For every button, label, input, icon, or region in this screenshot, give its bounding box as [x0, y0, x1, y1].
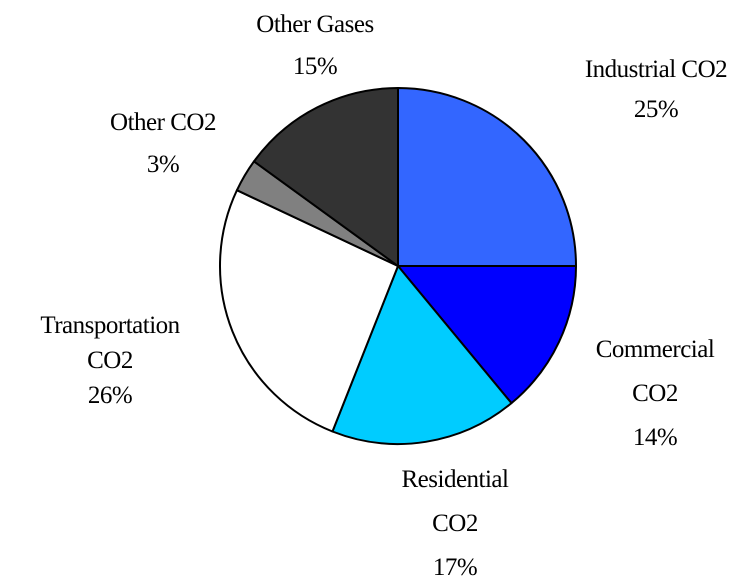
value-label: 25%: [633, 96, 679, 123]
category-label: Other Gases: [256, 11, 374, 38]
pie-slice: [252, 87, 399, 267]
slice-label: Residential CO2 17%: [380, 458, 530, 577]
value-label: 17%: [432, 554, 478, 577]
slice-label: Transportation CO2 26%: [23, 308, 198, 413]
slice-label: Other CO2 3%: [73, 102, 253, 186]
value-label: 15%: [292, 53, 338, 80]
slice-label: Other Gases 15%: [215, 4, 415, 88]
slice-label: Industrial CO2 25%: [556, 50, 743, 130]
pie-slice: [331, 265, 513, 445]
category-label: Other CO2: [110, 109, 216, 136]
category-label: Commercial CO2: [595, 336, 715, 407]
value-label: 14%: [632, 424, 678, 451]
value-label: 26%: [87, 382, 133, 409]
pie-slice: [219, 189, 399, 433]
pie-slice: [397, 87, 577, 267]
value-label: 3%: [146, 151, 180, 178]
pie-slice: [397, 265, 577, 405]
slice-label: Commercial CO2 14%: [580, 328, 730, 460]
category-label: Transportation CO2: [40, 312, 180, 374]
category-label: Residential CO2: [401, 466, 509, 537]
category-label: Industrial CO2: [584, 56, 728, 83]
